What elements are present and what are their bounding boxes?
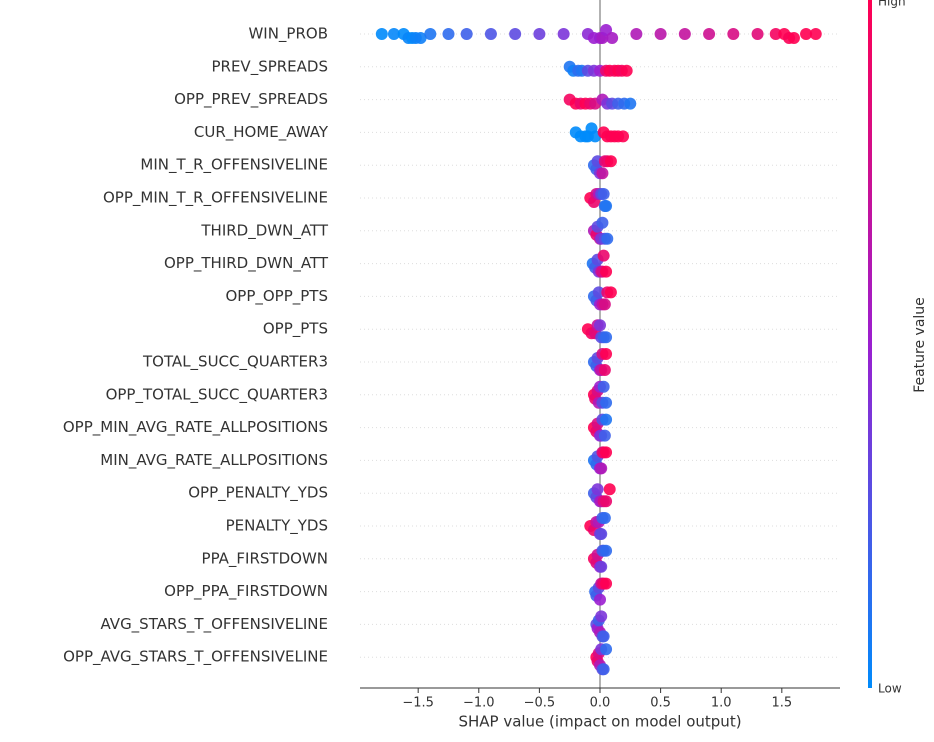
colorbar: [868, 0, 872, 688]
shap-point: [597, 630, 610, 643]
shap-point: [603, 483, 616, 496]
shap-point: [557, 28, 570, 40]
shap-point: [604, 155, 617, 168]
feature-label: TOTAL_SUCC_QUARTER3: [142, 353, 328, 372]
feature-label: CUR_HOME_AWAY: [194, 123, 329, 142]
feature-label: MIN_AVG_RATE_ALLPOSITIONS: [100, 451, 328, 470]
feature-label: OPP_THIRD_DWN_ATT: [164, 254, 329, 273]
shap-point: [598, 298, 611, 311]
shap-point: [600, 331, 613, 344]
shap-point: [606, 32, 619, 44]
shap-point: [597, 380, 610, 393]
feature-label: AVG_STARS_T_OFFENSIVELINE: [101, 615, 329, 634]
x-tick-label: 0.0: [590, 696, 611, 711]
feature-label: OPP_MIN_AVG_RATE_ALLPOSITIONS: [63, 418, 328, 437]
x-tick-label: 0.5: [650, 696, 671, 711]
feature-label: PENALTY_YDS: [226, 517, 328, 536]
feature-label: PREV_SPREADS: [211, 57, 328, 76]
shap-point: [424, 28, 437, 40]
feature-label: OPP_TOTAL_SUCC_QUARTER3: [106, 385, 328, 404]
colorbar-label: Feature value: [912, 297, 928, 393]
shap-point: [460, 28, 473, 40]
feature-label: OPP_PTS: [263, 320, 328, 339]
shap-point: [630, 28, 643, 40]
feature-label: OPP_PPA_FIRSTDOWN: [164, 582, 328, 601]
shap-point: [600, 396, 613, 409]
shap-point: [509, 28, 522, 40]
feature-label: OPP_OPP_PTS: [225, 287, 328, 306]
shap-point: [678, 28, 691, 40]
shap-point: [703, 28, 716, 40]
feature-label: WIN_PROB: [248, 25, 328, 44]
shap-point: [594, 593, 606, 606]
shap-point: [595, 610, 608, 623]
colorbar-high: High: [878, 0, 906, 9]
feature-label: PPA_FIRSTDOWN: [202, 549, 328, 568]
feature-label: THIRD_DWN_ATT: [200, 221, 328, 240]
shap-point: [727, 28, 740, 40]
shap-point: [624, 97, 637, 110]
x-tick-label: 1.0: [711, 696, 732, 711]
shap-point: [600, 643, 613, 656]
shap-point: [617, 130, 630, 143]
feature-label: OPP_PREV_SPREADS: [174, 90, 328, 109]
shap-point: [595, 560, 608, 573]
shap-point: [387, 28, 400, 40]
shap-point: [598, 512, 611, 524]
shap-point: [598, 429, 611, 442]
feature-label: MIN_T_R_OFFENSIVELINE: [140, 156, 328, 175]
x-tick-label: −1.5: [402, 696, 434, 711]
x-tick-label: −0.5: [524, 696, 556, 711]
shap-point: [591, 483, 604, 496]
shap-point: [751, 28, 764, 40]
shap-point: [595, 528, 608, 540]
shap-point: [620, 64, 633, 77]
x-tick-label: 1.5: [771, 696, 792, 711]
shap-point: [597, 663, 610, 676]
shap-point: [533, 28, 546, 40]
feature-label: OPP_AVG_STARS_T_OFFENSIVELINE: [63, 648, 328, 667]
shap-point: [600, 544, 613, 557]
shap-point: [597, 249, 610, 262]
shap-point: [414, 32, 427, 44]
shap-point: [375, 28, 388, 40]
shap-point: [598, 364, 611, 376]
shap-point: [592, 286, 605, 299]
colorbar-low: Low: [878, 682, 902, 696]
shap-point: [442, 28, 455, 40]
shap-point: [600, 200, 613, 212]
shap-point: [600, 348, 613, 360]
shap-point: [600, 446, 613, 459]
shap-point: [601, 232, 614, 245]
x-axis-label: SHAP value (impact on model output): [458, 713, 741, 731]
shap-point: [654, 28, 667, 40]
shap-point: [600, 495, 613, 508]
shap-point: [594, 319, 606, 332]
shap-point: [604, 286, 617, 299]
shap-point: [596, 216, 609, 229]
shap-point: [596, 167, 609, 180]
shap-point: [600, 265, 613, 278]
feature-label: OPP_MIN_T_R_OFFENSIVELINE: [103, 189, 328, 208]
shap-point: [484, 28, 497, 40]
shap-point: [800, 28, 813, 40]
shap-point: [595, 462, 608, 475]
shap-point: [600, 577, 613, 590]
shap-point: [597, 188, 610, 200]
x-tick-label: −1.0: [463, 696, 495, 711]
feature-label: OPP_PENALTY_YDS: [188, 484, 328, 503]
shap-point: [809, 28, 822, 40]
shap-point: [769, 28, 782, 40]
shap-point: [787, 32, 800, 44]
shap-point: [600, 413, 613, 426]
